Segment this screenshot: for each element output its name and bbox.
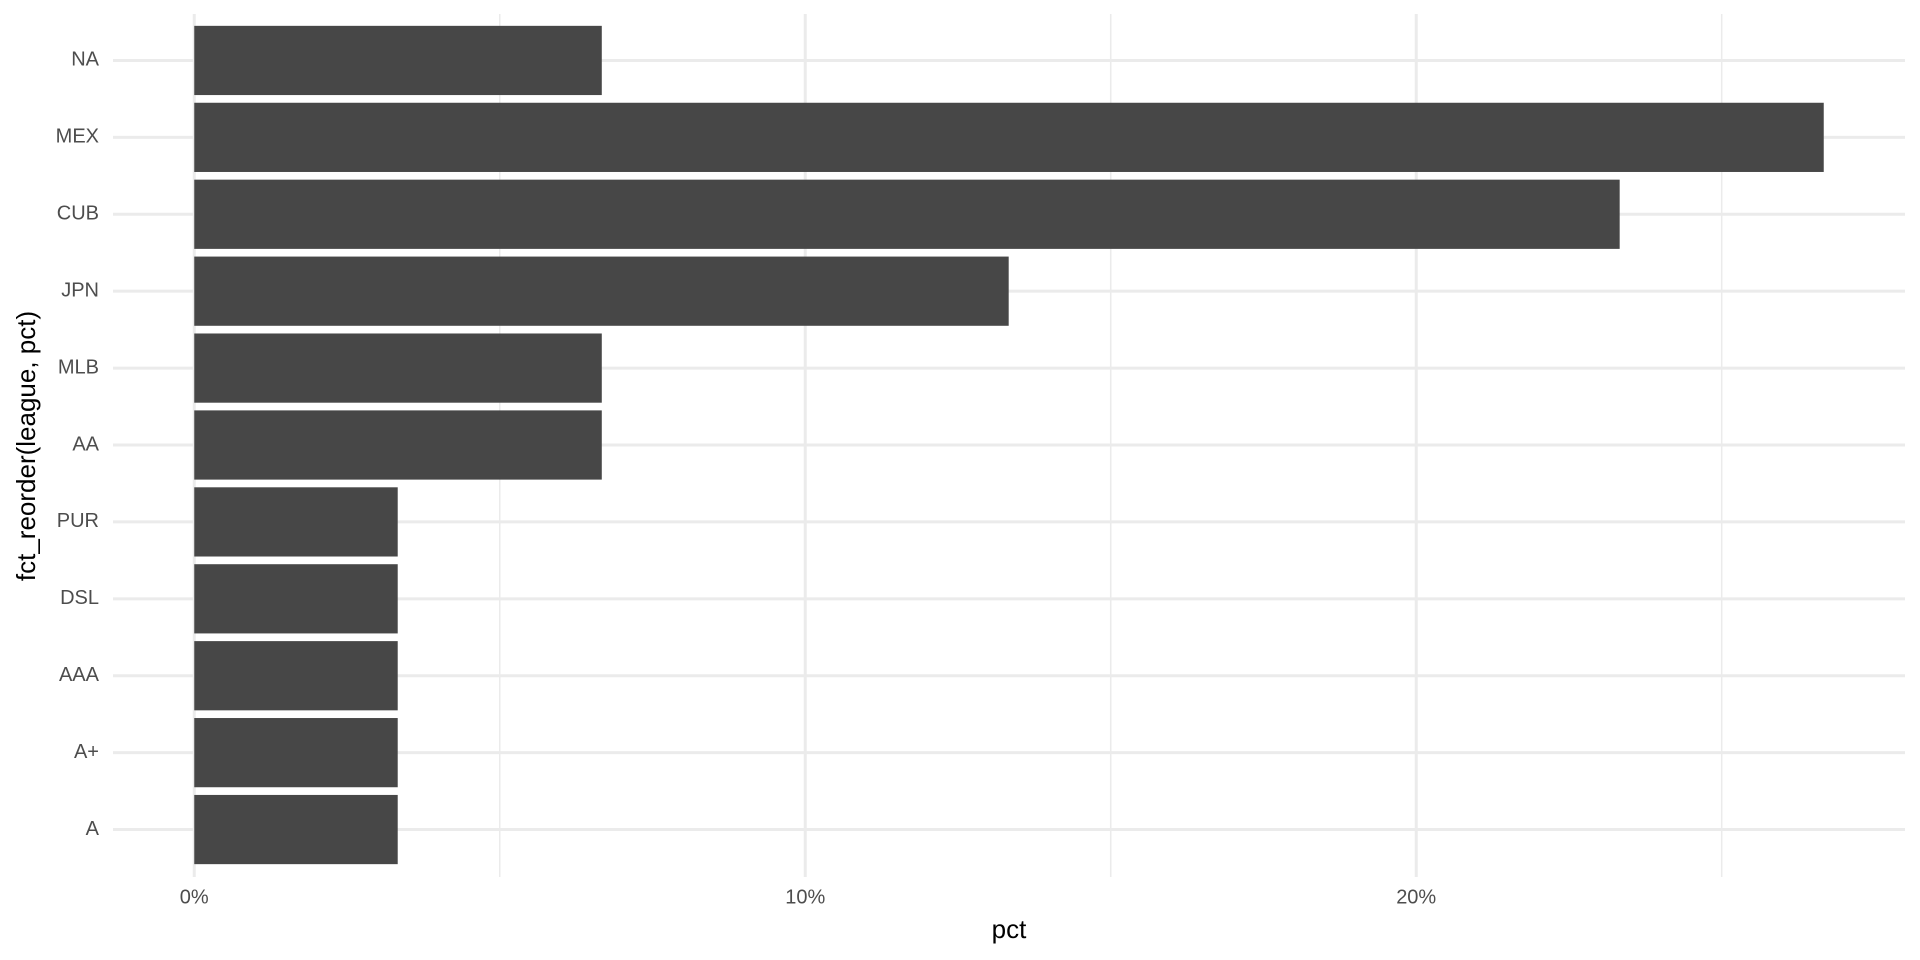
- bar: [194, 410, 602, 480]
- bar: [194, 179, 1620, 249]
- bar: [194, 25, 602, 96]
- bar: [194, 102, 1824, 172]
- y-tick-label: PUR: [57, 510, 99, 532]
- bar: [194, 718, 398, 788]
- y-tick-label: AAA: [59, 664, 100, 686]
- y-tick-label: AA: [72, 433, 99, 455]
- y-tick-label: NA: [71, 49, 99, 71]
- bar: [194, 794, 398, 865]
- bar: [194, 487, 398, 557]
- y-axis-title: fct_reorder(league, pct): [11, 311, 41, 581]
- y-tick-label: JPN: [61, 279, 99, 301]
- x-tick-label: 10%: [785, 886, 825, 908]
- bar: [194, 564, 398, 634]
- bar: [194, 256, 1009, 326]
- y-tick-label: A+: [74, 741, 99, 763]
- y-tick-label: A: [86, 818, 100, 840]
- bar: [194, 641, 398, 711]
- bar: [194, 333, 602, 403]
- y-tick-label: CUB: [57, 203, 99, 225]
- x-axis-title: pct: [992, 914, 1027, 944]
- y-tick-label: MEX: [56, 126, 99, 148]
- x-tick-label: 0%: [180, 886, 209, 908]
- y-tick-label: MLB: [58, 356, 99, 378]
- y-tick-label: DSL: [60, 587, 99, 609]
- x-tick-label: 20%: [1396, 886, 1436, 908]
